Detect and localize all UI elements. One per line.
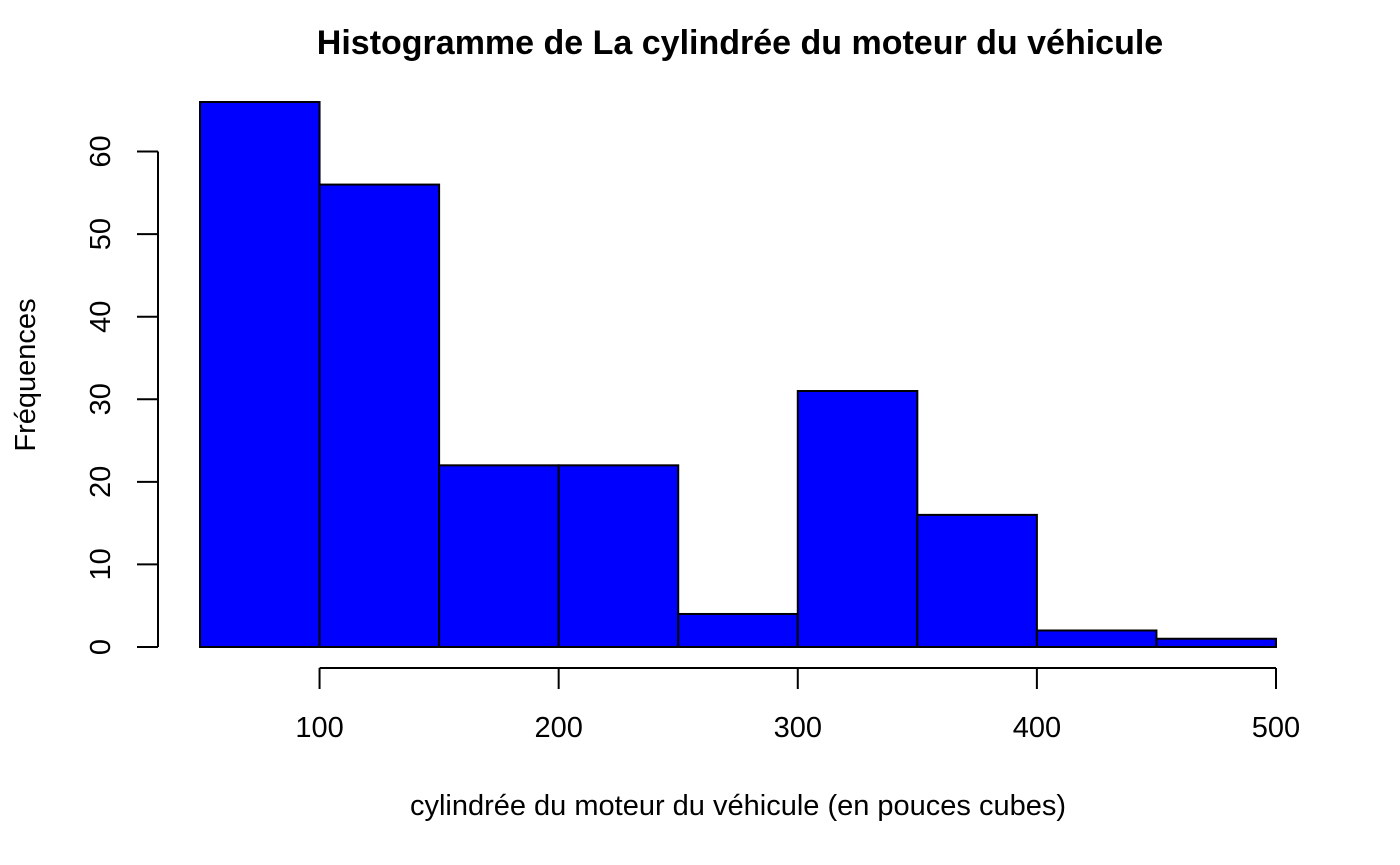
y-tick-label-50: 50 [85, 218, 117, 250]
histogram-bar-400-450 [1035, 629, 1158, 649]
histogram-bar-100-150 [318, 183, 441, 649]
y-tick-label-60: 60 [85, 135, 117, 167]
x-tick-label-500: 500 [1252, 712, 1300, 744]
chart-title: Histogramme de La cylindrée du moteur du… [317, 24, 1163, 62]
histogram-bar-300-350 [796, 390, 919, 648]
y-tick-label-20: 20 [85, 466, 117, 498]
y-tick-label-40: 40 [85, 301, 117, 333]
bars-group [199, 101, 1278, 649]
histogram-bar-450-500 [1155, 637, 1278, 649]
x-tick-label-100: 100 [295, 712, 343, 744]
x-axis-title: cylindrée du moteur du véhicule (en pouc… [410, 790, 1066, 822]
y-tick-label-30: 30 [85, 383, 117, 415]
y-tick-label-0: 0 [85, 639, 117, 655]
histogram-bar-200-250 [557, 464, 680, 649]
x-tick-label-200: 200 [534, 712, 582, 744]
x-axis: 100 200 300 400 500 [295, 667, 1300, 744]
y-axis-title: Fréquences [10, 298, 42, 451]
x-tick-label-300: 300 [774, 712, 822, 744]
histogram-bar-350-400 [916, 513, 1038, 648]
y-tick-label-10: 10 [85, 548, 117, 580]
y-axis: 0 10 20 30 40 50 60 [85, 135, 159, 655]
histogram-bar-250-300 [677, 612, 799, 649]
histogram-bar-50-100 [199, 101, 321, 648]
histogram-bar-150-200 [438, 464, 560, 649]
x-tick-label-400: 400 [1013, 712, 1061, 744]
